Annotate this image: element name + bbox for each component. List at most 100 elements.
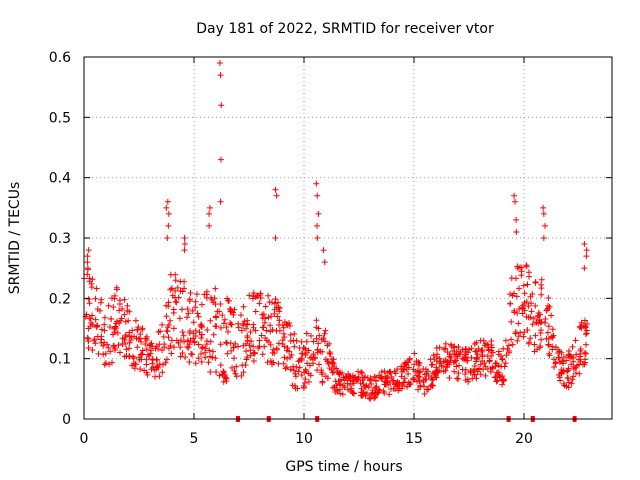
data-point xyxy=(497,353,504,360)
data-point xyxy=(185,310,192,317)
data-point xyxy=(247,347,254,354)
data-point xyxy=(134,344,141,351)
data-point xyxy=(415,373,422,380)
data-point xyxy=(84,259,91,266)
data-point xyxy=(318,336,325,343)
data-point xyxy=(192,327,199,334)
data-point xyxy=(314,367,321,374)
data-point xyxy=(223,339,230,346)
data-point xyxy=(109,331,116,338)
data-point xyxy=(351,374,358,381)
data-point xyxy=(321,338,328,345)
data-point xyxy=(203,294,210,301)
data-point xyxy=(383,374,390,381)
data-point xyxy=(485,346,492,353)
data-point xyxy=(207,353,214,360)
data-point xyxy=(206,204,213,211)
data-point xyxy=(187,289,194,296)
data-point xyxy=(136,335,143,342)
data-point xyxy=(240,369,247,376)
data-point xyxy=(517,329,524,336)
data-point xyxy=(359,377,366,384)
data-point xyxy=(240,320,247,327)
data-point xyxy=(572,337,579,344)
y-tick-label: 0.5 xyxy=(49,110,71,126)
data-point xyxy=(358,369,365,376)
data-point xyxy=(310,351,317,358)
data-point xyxy=(247,328,254,335)
data-point xyxy=(260,324,267,331)
data-point xyxy=(202,345,209,352)
data-point xyxy=(163,356,170,363)
data-point xyxy=(451,368,458,375)
data-point xyxy=(573,351,580,358)
data-point xyxy=(546,350,553,357)
data-point xyxy=(124,302,131,309)
data-point xyxy=(105,302,112,309)
data-point xyxy=(387,369,394,376)
data-point xyxy=(375,389,382,396)
data-point xyxy=(513,293,520,300)
data-point xyxy=(511,192,518,199)
data-point xyxy=(576,370,583,377)
data-point xyxy=(529,321,536,328)
data-point xyxy=(177,287,184,294)
data-point xyxy=(280,324,287,331)
data-point xyxy=(184,343,191,350)
data-point xyxy=(165,334,172,341)
data-point xyxy=(295,368,302,375)
data-point xyxy=(508,318,515,325)
data-point xyxy=(101,314,108,321)
data-point xyxy=(533,319,540,326)
data-point xyxy=(106,361,113,368)
data-point xyxy=(569,343,576,350)
data-point xyxy=(165,321,172,328)
data-point xyxy=(433,374,440,381)
data-point xyxy=(321,330,328,337)
data-point xyxy=(261,319,268,326)
data-point xyxy=(276,304,283,311)
data-point xyxy=(313,317,320,324)
data-point xyxy=(130,355,137,362)
data-point xyxy=(125,317,132,324)
data-point xyxy=(305,347,312,354)
data-point xyxy=(163,204,170,211)
data-point xyxy=(468,368,475,375)
y-tick-label: 0.1 xyxy=(49,352,71,368)
data-point xyxy=(367,375,374,382)
data-point xyxy=(463,351,470,358)
data-point xyxy=(430,370,437,377)
data-point xyxy=(153,343,160,350)
data-point xyxy=(509,341,516,348)
data-point xyxy=(468,354,475,361)
data-point xyxy=(296,344,303,351)
data-point xyxy=(481,342,488,349)
data-point xyxy=(578,319,585,326)
data-point xyxy=(213,323,220,330)
data-point xyxy=(555,371,562,378)
data-point xyxy=(172,287,179,294)
data-point xyxy=(433,345,440,352)
data-point xyxy=(526,273,533,280)
data-point xyxy=(102,360,109,367)
data-point xyxy=(531,341,538,348)
data-point xyxy=(504,345,511,352)
data-point xyxy=(559,358,566,365)
data-point xyxy=(185,344,192,351)
data-point xyxy=(324,358,331,365)
data-point xyxy=(451,358,458,365)
data-point xyxy=(299,350,306,357)
data-point xyxy=(170,325,177,332)
data-point xyxy=(97,299,104,306)
data-point xyxy=(304,360,311,367)
data-point xyxy=(85,296,92,303)
data-point xyxy=(430,376,437,383)
data-point xyxy=(126,339,133,346)
data-point xyxy=(577,347,584,354)
data-point xyxy=(138,338,145,345)
data-point xyxy=(462,345,469,352)
y-tick-label: 0.4 xyxy=(49,171,71,187)
x-tick-label: 10 xyxy=(295,431,313,447)
data-point xyxy=(455,370,462,377)
data-point xyxy=(122,334,129,341)
